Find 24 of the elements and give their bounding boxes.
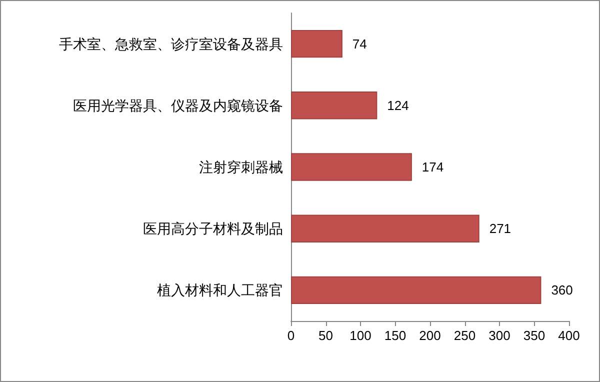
y-tick-label: 植入材料和人工器官 bbox=[157, 282, 283, 298]
data-label: 124 bbox=[387, 98, 409, 113]
bar bbox=[291, 153, 412, 181]
x-tick-label: 400 bbox=[558, 328, 580, 343]
data-label: 174 bbox=[422, 160, 444, 174]
x-tick-label: 150 bbox=[384, 328, 406, 343]
y-tick-label: 注射穿刺器械 bbox=[199, 159, 283, 175]
x-tick-label: 250 bbox=[454, 328, 476, 343]
data-label: 271 bbox=[489, 221, 512, 236]
x-tick-label: 50 bbox=[318, 328, 333, 343]
y-tick-label: 医用光学器具、仪器及内窥镜设备 bbox=[73, 97, 283, 114]
y-tick-label: 医用高分子材料及制品 bbox=[143, 220, 283, 237]
y-tick-label: 手术室、急救室、诊疗室设备及器具 bbox=[59, 36, 283, 52]
x-tick-label: 300 bbox=[488, 328, 510, 343]
x-tick-label: 100 bbox=[350, 328, 372, 343]
bar bbox=[291, 92, 378, 120]
bar bbox=[291, 276, 542, 304]
x-tick-label: 200 bbox=[419, 328, 441, 343]
x-tick-label: 350 bbox=[523, 328, 546, 343]
bar bbox=[291, 214, 480, 242]
data-label: 74 bbox=[352, 36, 367, 52]
data-label: 360 bbox=[551, 282, 573, 298]
bar bbox=[291, 30, 342, 58]
x-tick-label: 0 bbox=[287, 328, 295, 343]
